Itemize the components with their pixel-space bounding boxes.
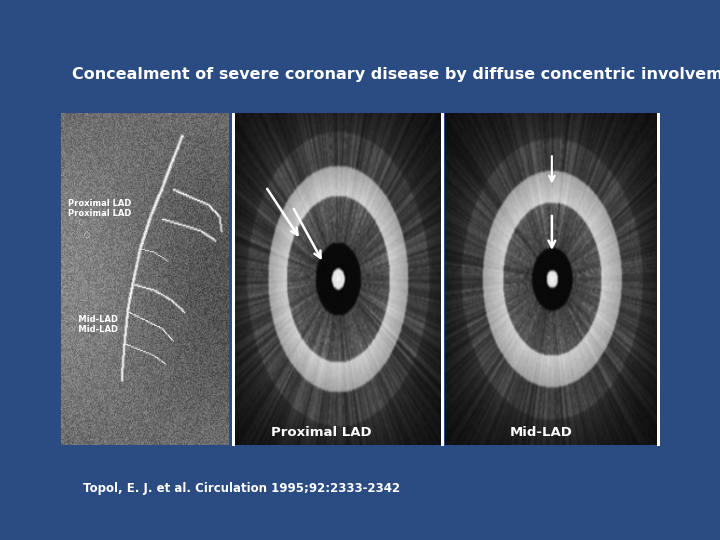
Text: Proximal LAD: Proximal LAD: [68, 208, 131, 218]
Text: Proximal LAD: Proximal LAD: [271, 426, 372, 438]
Text: Topol, E. J. et al. Circulation 1995;92:2333-2342: Topol, E. J. et al. Circulation 1995;92:…: [83, 482, 400, 495]
Text: ♢ Mid-LAD: ♢ Mid-LAD: [68, 315, 118, 324]
Text: ♢: ♢: [76, 218, 85, 228]
Text: Mid-LAD: Mid-LAD: [510, 426, 572, 438]
Text: ♢: ♢: [81, 231, 91, 241]
Text: Concealment of severe coronary disease by diffuse concentric involvement: Concealment of severe coronary disease b…: [72, 68, 720, 83]
Text: ♢ Mid-LAD: ♢ Mid-LAD: [68, 325, 118, 334]
Text: Proximal LAD: Proximal LAD: [68, 199, 131, 207]
